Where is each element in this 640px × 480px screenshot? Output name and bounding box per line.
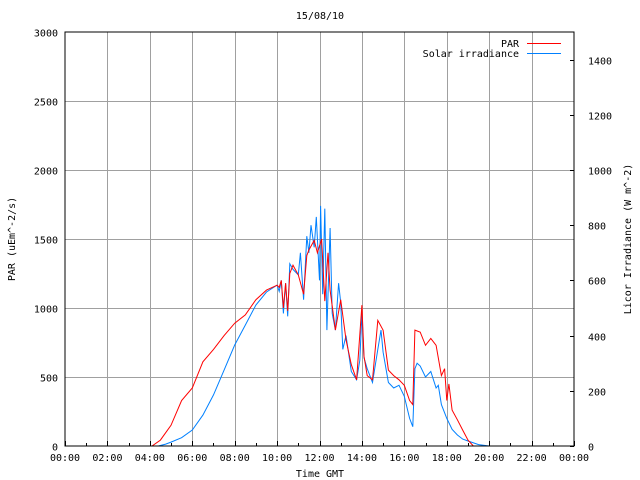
x-tick-label: 22:00 <box>517 453 547 464</box>
plot-frame <box>64 31 575 447</box>
x-tick-label: 08:00 <box>220 453 250 464</box>
y2-tick-label: 1200 <box>588 112 612 123</box>
x-tick-label: 00:00 <box>559 453 589 464</box>
y2-tick-label: 1400 <box>588 57 612 68</box>
y-tick-label: 3000 <box>34 29 58 40</box>
legend-label: Solar irradiance <box>423 49 519 60</box>
y-axis-label: PAR (uEm^-2/s) <box>7 197 18 281</box>
x-tick-label: 00:00 <box>50 453 80 464</box>
chart-title: 15/08/10 <box>296 11 344 22</box>
x-tick-label: 18:00 <box>432 453 462 464</box>
y-tick-label: 0 <box>52 443 58 454</box>
y2-tick-label: 200 <box>588 388 606 399</box>
x-tick-label: 10:00 <box>262 453 292 464</box>
y2-tick-label: 400 <box>588 333 606 344</box>
x-tick-label: 06:00 <box>177 453 207 464</box>
y-tick-label: 2000 <box>34 167 58 178</box>
x-tick-label: 14:00 <box>347 453 377 464</box>
series-group <box>65 205 574 447</box>
x-tick-label: 20:00 <box>474 453 504 464</box>
x-tick-label: 02:00 <box>92 453 122 464</box>
series-line-par <box>65 238 574 447</box>
y-tick-label: 2500 <box>34 98 58 109</box>
y2-tick-label: 0 <box>588 443 594 454</box>
x-axis-label: Time GMT <box>296 469 344 480</box>
x-tick-label: 12:00 <box>304 453 334 464</box>
axis-ticks: 00:00 02:00 04:00 06:00 08:00 10:00 12:00 14:00… <box>34 29 612 465</box>
x-tick-label: 04:00 <box>135 453 165 464</box>
y2-tick-label: 800 <box>588 222 606 233</box>
y2-tick-label: 1000 <box>588 167 612 178</box>
x-tick-label: 16:00 <box>389 453 419 464</box>
legend-label: PAR <box>501 39 520 50</box>
y-tick-label: 1500 <box>34 236 58 247</box>
y-tick-label: 1000 <box>34 305 58 316</box>
y-tick-label: 500 <box>40 374 58 385</box>
y2-tick-label: 600 <box>588 277 606 288</box>
y2-axis-label: Licor Irradiance (W m^-2) <box>623 164 634 315</box>
grid <box>65 32 574 446</box>
